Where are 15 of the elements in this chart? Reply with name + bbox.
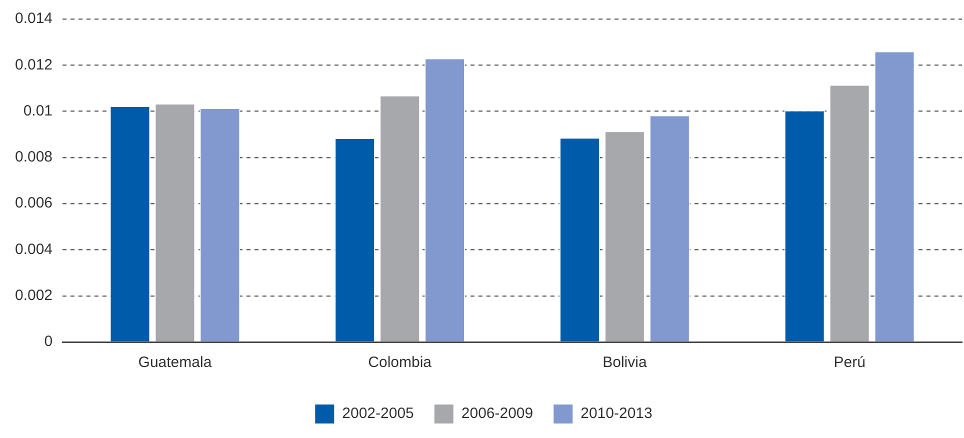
y-tick-label: 0.01 [23,102,53,120]
legend-label: 2002-2005 [342,405,414,422]
y-tick-label: 0.004 [14,240,53,258]
x-tick-label: Guatemala [138,354,212,372]
y-tick-label: 0 [44,333,53,350]
y-tick-label: 0.002 [14,287,53,304]
y-tick-label: 0.006 [14,194,53,212]
x-tick-label: Perú [834,354,866,372]
x-tick-label: Bolivia [602,354,648,372]
legend-label: 2006-2009 [461,405,534,422]
y-tick-label: 0.008 [14,148,53,166]
x-tick-label: Colombia [368,354,432,372]
y-tick-label: 0.014 [14,10,53,28]
legend-label: 2010-2013 [580,405,652,422]
y-tick-label: 0.012 [14,56,53,74]
